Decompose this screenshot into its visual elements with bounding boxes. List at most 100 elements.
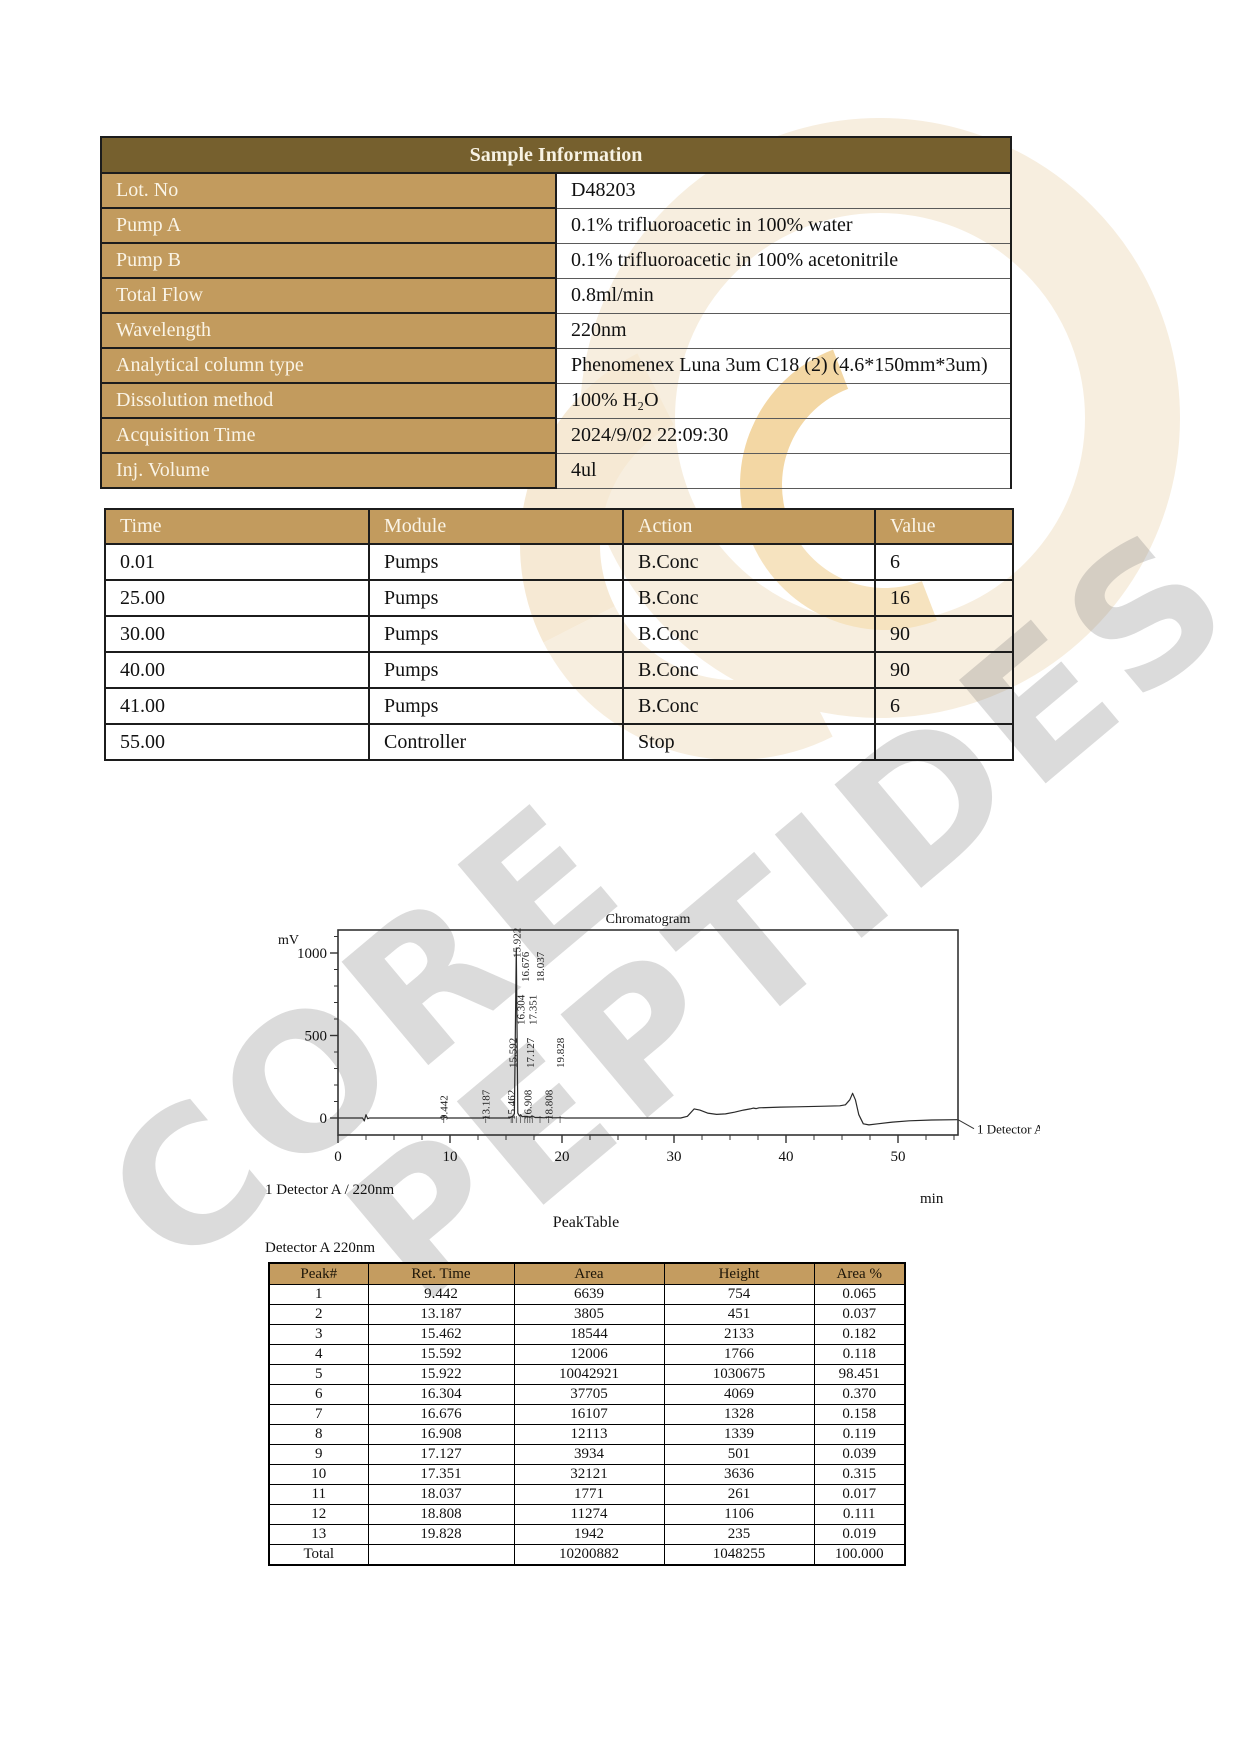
x-tick-label: 40 [779, 1149, 794, 1165]
peak-row: 8 16.908 12113 1339 0.119 [268, 1424, 906, 1445]
peak-cell: 9 [268, 1444, 369, 1465]
peak-total-cell: Total [268, 1544, 369, 1566]
peak-cell: 15.922 [367, 1364, 515, 1385]
program-row: 30.00 Pumps B.Conc 90 [104, 615, 1014, 653]
plot-frame [337, 929, 959, 1136]
peak-cell: 7 [268, 1404, 369, 1425]
peak-cell: 3 [268, 1324, 369, 1345]
peak-cell: 0.315 [813, 1464, 906, 1485]
column-header: Area % [813, 1262, 906, 1285]
program-cell: B.Conc [622, 615, 876, 653]
peak-cell: 13.187 [367, 1304, 515, 1325]
program-cell: 90 [874, 651, 1014, 689]
x-tick-label: 50 [891, 1149, 906, 1165]
program-cell: 0.01 [104, 543, 370, 581]
peak-cell: 18.037 [367, 1484, 515, 1505]
field-value: 220nm [555, 312, 1012, 349]
x-tick-label: 30 [667, 1149, 682, 1165]
peak-cell: 16.908 [367, 1424, 515, 1445]
peak-row: 10 17.351 32121 3636 0.315 [268, 1464, 906, 1485]
peak-cell: 37705 [513, 1384, 665, 1405]
peak-cell: 16107 [513, 1404, 665, 1425]
column-header: Time [104, 508, 370, 545]
field-label: Analytical column type [100, 347, 557, 384]
peak-row: 11 18.037 1771 261 0.017 [268, 1484, 906, 1505]
column-header: Module [368, 508, 624, 545]
sample-info-row: Pump B 0.1% trifluoroacetic in 100% aceto… [100, 242, 1012, 279]
peak-cell: 0.017 [813, 1484, 906, 1505]
x-tick-label: 0 [334, 1149, 342, 1165]
detector-caption: 1 Detector A / 220nm [265, 1182, 395, 1198]
program-cell: Stop [622, 723, 876, 761]
peak-cell: 18.808 [367, 1504, 515, 1525]
peak-cell: 12113 [513, 1424, 665, 1445]
sample-info-row: Acquisition Time 2024/9/02 22:09:30 [100, 417, 1012, 454]
peak-retention-label: 19.828 [555, 1037, 567, 1068]
sample-info-row: Lot. No D48203 [100, 172, 1012, 209]
peak-row: 4 15.592 12006 1766 0.118 [268, 1344, 906, 1365]
peak-cell: 451 [663, 1304, 815, 1325]
peak-cell: 3805 [513, 1304, 665, 1325]
peak-cell: 6639 [513, 1284, 665, 1305]
peak-cell: 501 [663, 1444, 815, 1465]
peak-cell: 19.828 [367, 1524, 515, 1545]
sample-information-table: Sample Information Lot. No D48203 Pump A 0.… [100, 136, 1012, 489]
peak-cell: 4 [268, 1344, 369, 1365]
column-header: Area [513, 1262, 665, 1285]
peak-cell: 8 [268, 1424, 369, 1445]
gradient-program-table: Time Module Action Value 0.01 Pumps B.Conc 6 25… [104, 508, 1014, 761]
program-cell: B.Conc [622, 651, 876, 689]
peak-retention-label: 15.592 [508, 1038, 520, 1068]
peak-row: 13 19.828 1942 235 0.019 [268, 1524, 906, 1545]
peak-cell: 0.118 [813, 1344, 906, 1365]
program-cell: 90 [874, 615, 1014, 653]
peak-cell: 11274 [513, 1504, 665, 1525]
peak-row: 1 9.442 6639 754 0.065 [268, 1284, 906, 1305]
peak-cell: 0.039 [813, 1444, 906, 1465]
program-cell: B.Conc [622, 687, 876, 725]
peak-cell: 11 [268, 1484, 369, 1505]
y-tick-label: 500 [305, 1029, 328, 1045]
peak-cell: 1030675 [663, 1364, 815, 1385]
peak-cell: 15.462 [367, 1324, 515, 1345]
peak-cell: 12006 [513, 1344, 665, 1365]
chart-title: Chromatogram [606, 912, 691, 927]
peak-retention-label: 16.304 [516, 994, 528, 1025]
program-cell: Pumps [368, 579, 624, 617]
peak-retention-label: 15.922 [511, 928, 523, 958]
peak-retention-label: 17.351 [527, 995, 539, 1025]
field-value: 0.1% trifluoroacetic in 100% acetonitril… [555, 242, 1012, 279]
peak-table-subtitle: Detector A 220nm [265, 1240, 375, 1256]
peak-row: 9 17.127 3934 501 0.039 [268, 1444, 906, 1465]
peak-cell: 3636 [663, 1464, 815, 1485]
program-cell: Pumps [368, 651, 624, 689]
peak-cell: 13 [268, 1524, 369, 1545]
sample-info-row: Dissolution method 100% H₂O [100, 382, 1012, 419]
peak-cell: 1106 [663, 1504, 815, 1525]
peak-cell: 2 [268, 1304, 369, 1325]
peak-cell: 5 [268, 1364, 369, 1385]
peak-retention-label: 18.808 [544, 1089, 556, 1120]
program-cell: 55.00 [104, 723, 370, 761]
peak-cell: 98.451 [813, 1364, 906, 1385]
peak-cell: 261 [663, 1484, 815, 1505]
peak-table: Peak# Ret. Time Area Height Area % 1 9.442 663… [268, 1262, 906, 1566]
program-row: 40.00 Pumps B.Conc 90 [104, 651, 1014, 689]
peak-cell: 9.442 [367, 1284, 515, 1305]
peak-row: 3 15.462 18544 2133 0.182 [268, 1324, 906, 1345]
peak-cell: 16.676 [367, 1404, 515, 1425]
peak-header-row: Peak# Ret. Time Area Height Area % [268, 1262, 906, 1285]
program-cell: 6 [874, 687, 1014, 725]
program-cell: 40.00 [104, 651, 370, 689]
peak-cell: 16.304 [367, 1384, 515, 1405]
peak-cell: 6 [268, 1384, 369, 1405]
peak-retention-label: 9.442 [439, 1095, 451, 1120]
x-axis-unit: min [920, 1191, 944, 1207]
peak-total-cell [367, 1544, 515, 1566]
column-header: Height [663, 1262, 815, 1285]
detector-trace [338, 947, 958, 1126]
y-axis-unit: mV [278, 933, 299, 948]
peak-cell: 0.158 [813, 1404, 906, 1425]
peak-cell: 0.037 [813, 1304, 906, 1325]
sample-info-row: Pump A 0.1% trifluoroacetic in 100% water [100, 207, 1012, 244]
